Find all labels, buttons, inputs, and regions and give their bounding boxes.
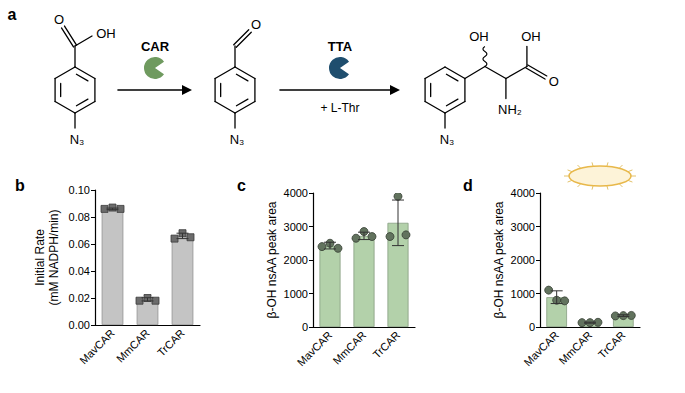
svg-text:(mM NADPH/min): (mM NADPH/min) [47,210,61,306]
svg-text:0.00: 0.00 [69,319,90,331]
svg-text:O: O [54,12,64,27]
svg-text:3000: 3000 [284,221,308,233]
svg-text:+ L-Thr: + L-Thr [320,101,359,115]
svg-text:1000: 1000 [284,288,308,300]
svg-text:TTA: TTA [328,39,353,54]
svg-text:NH₂: NH₂ [498,102,522,117]
svg-text:MavCAR: MavCAR [295,329,335,369]
svg-text:MavCAR: MavCAR [521,329,561,369]
svg-text:0.04: 0.04 [69,265,90,277]
svg-text:N₃: N₃ [230,132,245,147]
svg-text:2000: 2000 [511,254,535,266]
svg-text:O: O [251,17,261,32]
svg-text:OH: OH [521,29,541,44]
svg-text:0.10: 0.10 [69,184,90,196]
svg-text:0.08: 0.08 [69,211,90,223]
svg-text:TrCAR: TrCAR [596,329,628,361]
svg-text:d: d [463,177,473,194]
svg-text:2000: 2000 [284,254,308,266]
svg-text:4000: 4000 [511,187,535,199]
svg-text:a: a [8,6,17,23]
svg-text:OH: OH [469,29,489,44]
svg-text:0.02: 0.02 [69,292,90,304]
svg-text:0: 0 [529,321,535,333]
svg-text:TrCAR: TrCAR [370,329,402,361]
svg-text:O: O [549,74,559,89]
svg-text:4000: 4000 [284,187,308,199]
svg-text:b: b [15,177,25,194]
svg-text:0.06: 0.06 [69,238,90,250]
svg-text:N₃: N₃ [70,132,85,147]
svg-text:Initial Rate: Initial Rate [33,229,47,286]
svg-text:β-OH nsAA peak area: β-OH nsAA peak area [265,201,279,318]
svg-text:MavCAR: MavCAR [77,327,117,367]
svg-text:c: c [237,177,246,194]
svg-text:N₃: N₃ [440,132,455,147]
svg-text:OH: OH [96,26,116,41]
svg-text:CAR: CAR [141,39,170,54]
svg-text:MmCAR: MmCAR [556,329,594,367]
svg-text:MmCAR: MmCAR [330,329,368,367]
svg-text:3000: 3000 [511,221,535,233]
svg-text:MmCAR: MmCAR [114,327,152,365]
svg-text:TrCAR: TrCAR [155,327,187,359]
svg-text:0: 0 [302,321,308,333]
svg-text:1000: 1000 [511,288,535,300]
svg-text:β-OH nsAA peak area: β-OH nsAA peak area [492,201,506,318]
